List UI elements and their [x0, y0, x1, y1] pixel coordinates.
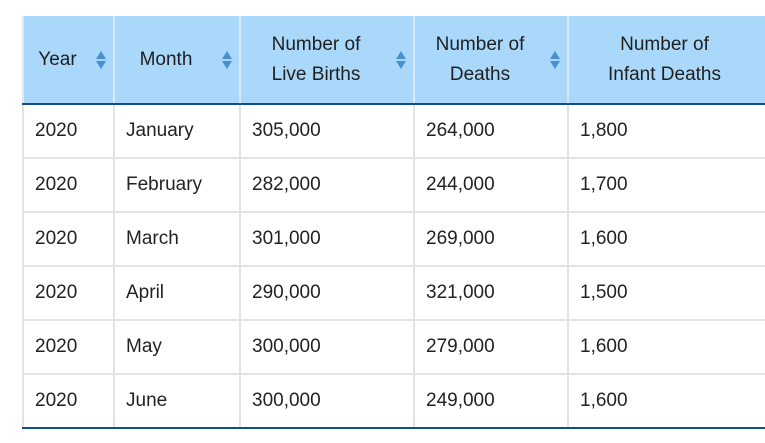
sort-icon[interactable] — [95, 50, 107, 70]
cell-infant-deaths: 1,600 — [568, 320, 765, 375]
column-header-live-births[interactable]: Number of Live Births — [240, 16, 415, 105]
column-header-infant-deaths[interactable]: Number of Infant Deaths — [568, 16, 765, 105]
cell-month: April — [114, 266, 241, 321]
table-row: 2020 January 305,000 264,000 1,800 — [22, 104, 765, 159]
cell-year: 2020 — [22, 266, 115, 321]
cell-infant-deaths: 1,600 — [568, 374, 765, 429]
cell-infant-deaths: 1,500 — [568, 266, 765, 321]
table-row: 2020 May 300,000 279,000 1,600 — [22, 320, 765, 375]
column-header-month[interactable]: Month — [114, 16, 241, 105]
cell-year: 2020 — [22, 374, 115, 429]
cell-deaths: 249,000 — [414, 374, 569, 429]
cell-infant-deaths: 1,600 — [568, 212, 765, 267]
data-table-container: Year Month Number of Live Births Number … — [22, 16, 765, 430]
cell-deaths: 321,000 — [414, 266, 569, 321]
cell-month: January — [114, 104, 241, 159]
cell-deaths: 264,000 — [414, 104, 569, 159]
sort-icon[interactable] — [221, 50, 233, 70]
column-header-label: Number of Live Births — [271, 33, 361, 85]
column-header-label: Month — [139, 48, 193, 70]
cell-month: June — [114, 374, 241, 429]
column-header-label: Year — [38, 48, 77, 70]
cell-live-births: 290,000 — [240, 266, 415, 321]
column-header-label: Number of Infant Deaths — [607, 33, 722, 85]
cell-infant-deaths: 1,800 — [568, 104, 765, 159]
cell-year: 2020 — [22, 320, 115, 375]
cell-year: 2020 — [22, 212, 115, 267]
cell-live-births: 282,000 — [240, 158, 415, 213]
cell-month: May — [114, 320, 241, 375]
sort-icon[interactable] — [395, 50, 407, 70]
header-row: Year Month Number of Live Births Number … — [22, 16, 765, 105]
cell-deaths: 269,000 — [414, 212, 569, 267]
cell-month: February — [114, 158, 241, 213]
cell-live-births: 300,000 — [240, 320, 415, 375]
cell-deaths: 279,000 — [414, 320, 569, 375]
cell-deaths: 244,000 — [414, 158, 569, 213]
cell-year: 2020 — [22, 158, 115, 213]
column-header-year[interactable]: Year — [22, 16, 115, 105]
cell-year: 2020 — [22, 104, 115, 159]
cell-infant-deaths: 1,700 — [568, 158, 765, 213]
column-header-label: Number of Deaths — [435, 33, 525, 85]
column-header-deaths[interactable]: Number of Deaths — [414, 16, 569, 105]
cell-live-births: 305,000 — [240, 104, 415, 159]
data-table: Year Month Number of Live Births Number … — [22, 16, 765, 429]
table-row: 2020 June 300,000 249,000 1,600 — [22, 374, 765, 429]
cell-live-births: 301,000 — [240, 212, 415, 267]
table-row: 2020 March 301,000 269,000 1,600 — [22, 212, 765, 267]
table-row: 2020 April 290,000 321,000 1,500 — [22, 266, 765, 321]
sort-icon[interactable] — [549, 50, 561, 70]
cell-live-births: 300,000 — [240, 374, 415, 429]
table-row: 2020 February 282,000 244,000 1,700 — [22, 158, 765, 213]
cell-month: March — [114, 212, 241, 267]
